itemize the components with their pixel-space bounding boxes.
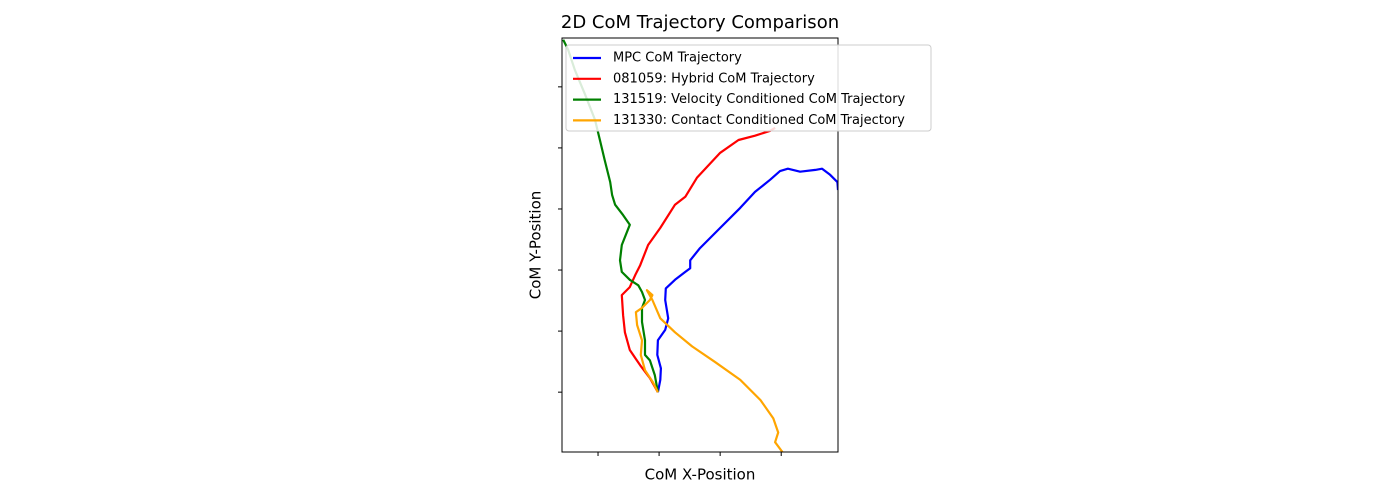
chart-title: 2D CoM Trajectory Comparison <box>561 12 839 33</box>
trajectory-line <box>634 289 784 452</box>
axes-frame <box>561 37 839 453</box>
y-axis-label: CoM Y-Position <box>527 191 545 300</box>
legend-label: 131519: Velocity Conditioned CoM Traject… <box>613 92 906 107</box>
plot-area <box>562 39 838 452</box>
legend-box <box>565 44 932 132</box>
trajectory-line <box>620 126 776 393</box>
legend: MPC CoM Trajectory 081059: Hybrid CoM Tra… <box>565 44 932 132</box>
legend-label: 131330: Contact Conditioned CoM Trajecto… <box>613 113 905 128</box>
x-axis-label: CoM X-Position <box>645 466 756 484</box>
legend-label: 081059: Hybrid CoM Trajectory <box>613 71 815 86</box>
legend-label: MPC CoM Trajectory <box>613 51 742 66</box>
trajectory-line <box>656 167 838 393</box>
